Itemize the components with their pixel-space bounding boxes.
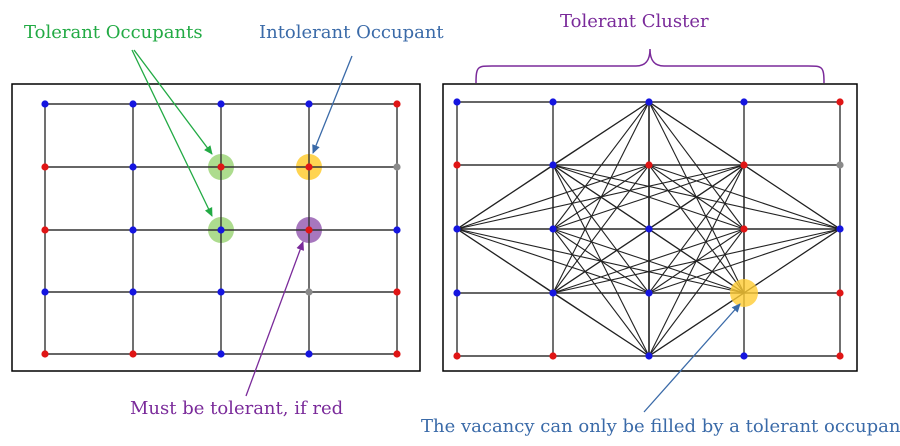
tolerant-arrow-2: [131, 49, 213, 217]
cluster-edge: [456, 164, 745, 230]
left-node-red: [41, 163, 49, 171]
left-node-blue: [129, 100, 137, 108]
cluster-edge: [552, 164, 745, 230]
tolerant-cluster-label: Tolerant Cluster: [560, 11, 709, 32]
vacancy-highlight: [730, 279, 758, 307]
cluster-edge: [743, 164, 841, 230]
left-node-red: [393, 288, 401, 296]
left-node-blue: [305, 350, 313, 358]
right-node-blue: [645, 98, 653, 106]
cluster-edge: [552, 228, 745, 294]
left-node-blue: [393, 226, 401, 234]
left-node-blue: [217, 226, 225, 234]
left-node-blue: [217, 100, 225, 108]
left-node-red: [217, 163, 225, 171]
tolerant-occupants-label: Tolerant Occupants: [24, 22, 203, 43]
right-node-red: [740, 161, 748, 169]
right-node-blue: [645, 289, 653, 297]
right-node-blue: [740, 352, 748, 360]
right-node-blue: [453, 289, 461, 297]
cluster-edge: [552, 228, 841, 294]
right-node-red: [453, 352, 461, 360]
left-panel: [11, 83, 421, 372]
right-node-gray: [836, 161, 844, 169]
right-node-blue: [549, 289, 557, 297]
left-node-red: [305, 163, 313, 171]
vacancy-arrow: [643, 303, 741, 413]
left-node-red: [41, 350, 49, 358]
must-be-tolerant-arrow: [245, 241, 304, 397]
right-node-red: [549, 352, 557, 360]
left-node-gray: [393, 163, 401, 171]
right-node-red: [740, 225, 748, 233]
left-node-blue: [217, 350, 225, 358]
must-be-tolerant-label: Must be tolerant, if red: [130, 398, 343, 419]
cluster-edge: [456, 164, 554, 230]
cluster-edge: [743, 228, 841, 294]
intolerant-occupant-label: Intolerant Occupant: [259, 22, 444, 43]
right-node-blue: [740, 98, 748, 106]
right-node-red: [836, 352, 844, 360]
tolerant-cluster-edges: [456, 101, 841, 357]
right-node-blue: [549, 161, 557, 169]
left-node-gray: [305, 288, 313, 296]
left-node-red: [393, 350, 401, 358]
left-node-blue: [217, 288, 225, 296]
left-node-red: [393, 100, 401, 108]
right-grid-nodes: [453, 98, 844, 360]
left-node-red: [305, 226, 313, 234]
right-node-blue: [645, 352, 653, 360]
tolerant-arrow-1: [133, 49, 213, 155]
cluster-edge: [648, 292, 745, 357]
left-grid-nodes: [41, 100, 401, 358]
left-node-red: [41, 226, 49, 234]
right-node-red: [836, 289, 844, 297]
right-node-red: [645, 161, 653, 169]
left-node-blue: [41, 100, 49, 108]
right-node-blue: [549, 98, 557, 106]
left-node-blue: [129, 226, 137, 234]
left-node-red: [129, 350, 137, 358]
left-node-blue: [129, 163, 137, 171]
intolerant-arrow: [312, 55, 353, 154]
left-node-blue: [305, 100, 313, 108]
cluster-edge: [456, 164, 650, 230]
right-node-red: [836, 98, 844, 106]
right-node-blue: [453, 98, 461, 106]
right-highlights: [730, 279, 758, 307]
right-node-red: [453, 161, 461, 169]
vacancy-note-label: The vacancy can only be filled by a tole…: [421, 416, 900, 437]
right-panel: [442, 83, 858, 372]
cluster-edge: [552, 292, 650, 357]
cluster-brace: [475, 48, 825, 84]
left-node-blue: [41, 288, 49, 296]
right-node-blue: [836, 225, 844, 233]
cluster-edge: [552, 228, 650, 294]
right-node-blue: [453, 225, 461, 233]
cluster-edge: [648, 228, 841, 294]
left-node-blue: [129, 288, 137, 296]
right-node-blue: [645, 225, 653, 233]
right-node-blue: [549, 225, 557, 233]
